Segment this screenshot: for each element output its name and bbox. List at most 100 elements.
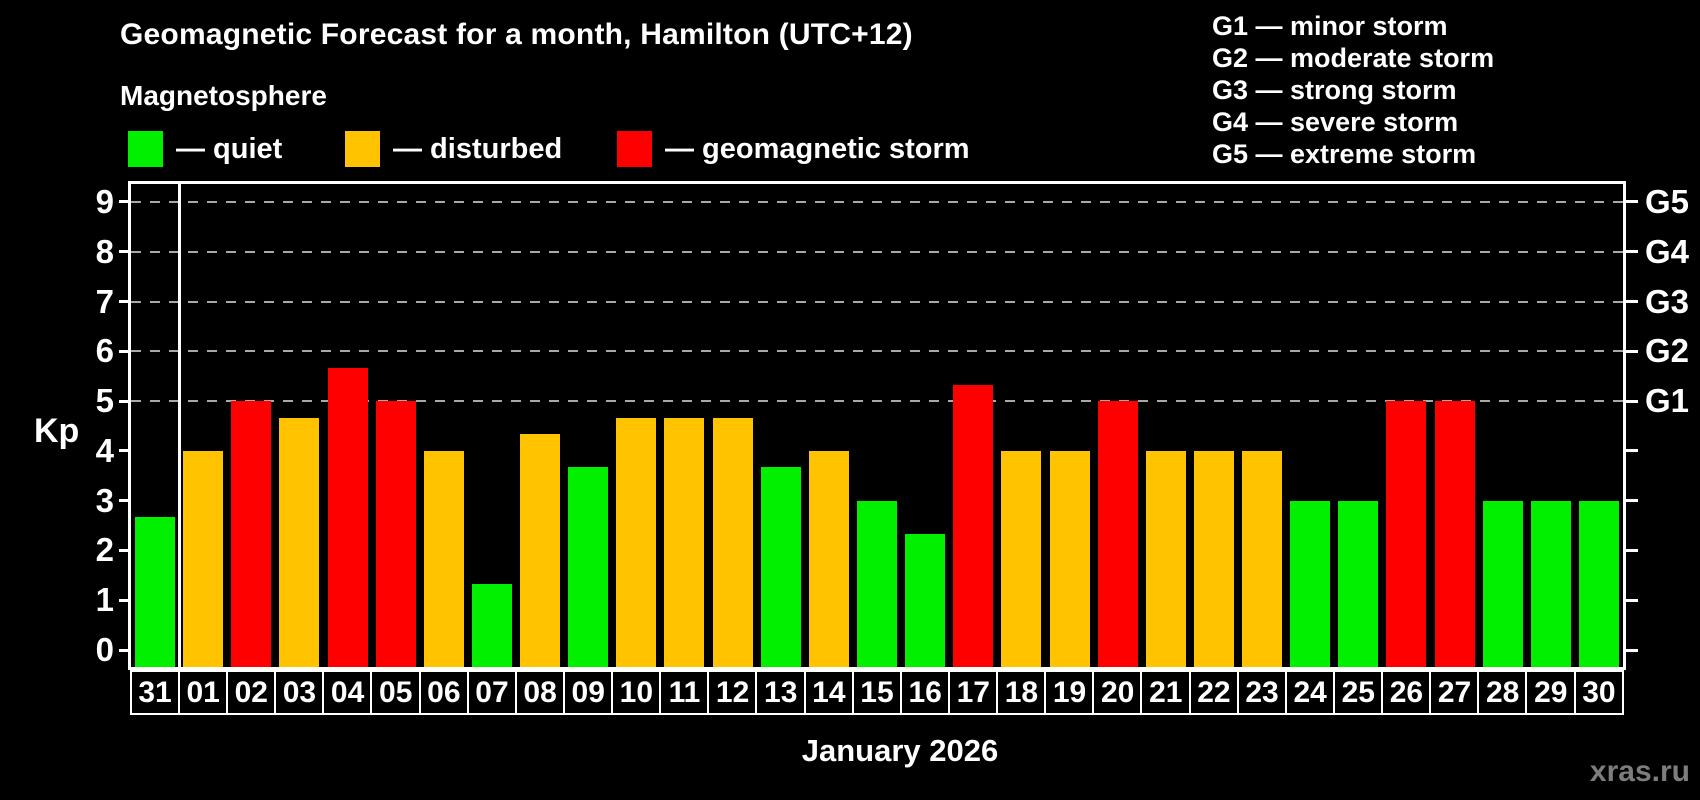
y-tick-label-3: 3 — [95, 481, 114, 519]
x-label-box-24: 24 — [1284, 670, 1336, 715]
kp-bar-02 — [231, 401, 272, 667]
g-scale-label-g5: G5 — [1645, 182, 1690, 220]
x-label-box-28: 28 — [1477, 670, 1528, 715]
x-label-box-05: 05 — [370, 670, 422, 715]
kp-bar-22 — [1193, 450, 1234, 667]
kp-bar-10 — [616, 417, 657, 667]
kp-bar-26 — [1386, 401, 1427, 667]
x-label-box-12: 12 — [707, 670, 758, 715]
x-label-box-30: 30 — [1573, 670, 1625, 715]
prev-month-separator — [177, 184, 181, 667]
x-label-box-25: 25 — [1332, 670, 1384, 715]
gridline-kp6 — [131, 350, 1623, 353]
x-label-box-20: 20 — [1092, 670, 1143, 715]
gridline-kp8 — [131, 250, 1623, 253]
kp-bar-28 — [1482, 500, 1523, 667]
kp-bar-29 — [1530, 500, 1571, 667]
magnetosphere-label: Magnetosphere — [120, 80, 327, 111]
x-label-box-09: 09 — [562, 670, 614, 715]
y-tick-right-8 — [1626, 250, 1638, 254]
y-tick-right-9 — [1626, 200, 1638, 204]
kp-bar-20 — [1097, 401, 1138, 667]
kp-bar-23 — [1242, 450, 1283, 667]
legend-label-storm: — geomagnetic storm — [665, 132, 970, 165]
x-label-box-18: 18 — [996, 670, 1047, 715]
x-label-box-16: 16 — [899, 670, 951, 715]
legend-label-quiet: — quiet — [176, 132, 283, 165]
kp-bar-12 — [712, 417, 753, 667]
x-label-box-26: 26 — [1381, 670, 1432, 715]
x-label-box-31: 31 — [129, 670, 181, 715]
kp-bar-08 — [520, 434, 561, 667]
legend-label-disturbed: — disturbed — [393, 132, 563, 165]
kp-bar-31 — [135, 517, 176, 667]
kp-bar-06 — [423, 450, 464, 667]
storm-scale-g1: G1 — minor storm — [1212, 11, 1448, 41]
x-label-box-03: 03 — [274, 670, 325, 715]
y-tick-right-7 — [1626, 300, 1638, 303]
storm-scale-g4: G4 — severe storm — [1212, 107, 1459, 137]
x-label-box-21: 21 — [1140, 670, 1192, 715]
x-label-box-01: 01 — [177, 670, 229, 715]
g-scale-label-g1: G1 — [1645, 382, 1690, 420]
y-tick-right-4 — [1626, 449, 1638, 453]
legend-item-disturbed: — disturbed — [345, 131, 562, 167]
x-label-box-17: 17 — [947, 670, 999, 715]
x-label-box-07: 07 — [466, 670, 518, 715]
kp-bar-14 — [808, 450, 849, 667]
kp-bar-27 — [1434, 401, 1475, 667]
kp-bar-03 — [279, 417, 320, 667]
storm-scale-g5: G5 — extreme storm — [1212, 139, 1477, 169]
y-tick-right-1 — [1626, 598, 1638, 602]
kp-bar-25 — [1338, 500, 1379, 667]
g-scale-label-g2: G2 — [1645, 332, 1690, 370]
kp-bar-04 — [327, 367, 368, 667]
x-label-box-08: 08 — [514, 670, 566, 715]
x-label-box-15: 15 — [851, 670, 903, 715]
storm-scale-legend: G1 — minor storm G2 — moderate storm G3 … — [1212, 10, 1494, 170]
x-label-box-06: 06 — [418, 670, 470, 715]
y-tick-right-3 — [1626, 499, 1638, 503]
kp-bar-15 — [857, 500, 897, 667]
x-label-box-22: 22 — [1188, 670, 1240, 715]
x-label-box-11: 11 — [659, 670, 710, 715]
kp-bar-11 — [664, 417, 705, 667]
y-tick-label-6: 6 — [95, 332, 114, 370]
kp-bar-21 — [1145, 450, 1186, 667]
kp-bar-24 — [1290, 500, 1331, 667]
kp-bar-01 — [183, 450, 224, 667]
y-tick-label-7: 7 — [95, 282, 114, 320]
y-tick-label-0: 0 — [95, 631, 114, 669]
kp-bar-30 — [1578, 500, 1619, 667]
x-label-box-29: 29 — [1525, 670, 1577, 715]
y-tick-right-6 — [1626, 349, 1638, 353]
disturbed-color-swatch — [345, 131, 380, 167]
kp-bar-09 — [568, 467, 609, 667]
storm-scale-g3: G3 — strong storm — [1212, 75, 1457, 105]
watermark: xras.ru — [1589, 755, 1690, 788]
gridline-kp9 — [131, 200, 1623, 203]
kp-bar-19 — [1049, 450, 1090, 667]
x-label-box-19: 19 — [1044, 670, 1095, 715]
y-tick-label-2: 2 — [95, 531, 114, 569]
legend-item-quiet: — quiet — [128, 131, 282, 167]
x-label-box-27: 27 — [1429, 670, 1480, 715]
kp-bar-07 — [471, 583, 512, 667]
y-tick-label-8: 8 — [95, 232, 114, 270]
storm-color-swatch — [617, 131, 652, 167]
x-label-box-13: 13 — [755, 670, 807, 715]
kp-bar-18 — [1001, 450, 1042, 667]
storm-scale-g2: G2 — moderate storm — [1212, 43, 1495, 73]
plot-area — [128, 181, 1626, 670]
legend-item-storm: — geomagnetic storm — [617, 131, 970, 167]
quiet-color-swatch — [128, 131, 163, 167]
x-label-box-02: 02 — [226, 670, 277, 715]
kp-bar-05 — [375, 401, 416, 667]
x-label-box-23: 23 — [1236, 670, 1288, 715]
x-axis-title: January 2026 — [801, 733, 999, 768]
y-tick-right-0 — [1626, 648, 1638, 652]
gridline-kp5 — [131, 400, 1623, 403]
kp-bar-16 — [905, 534, 946, 667]
kp-bar-13 — [760, 467, 801, 667]
